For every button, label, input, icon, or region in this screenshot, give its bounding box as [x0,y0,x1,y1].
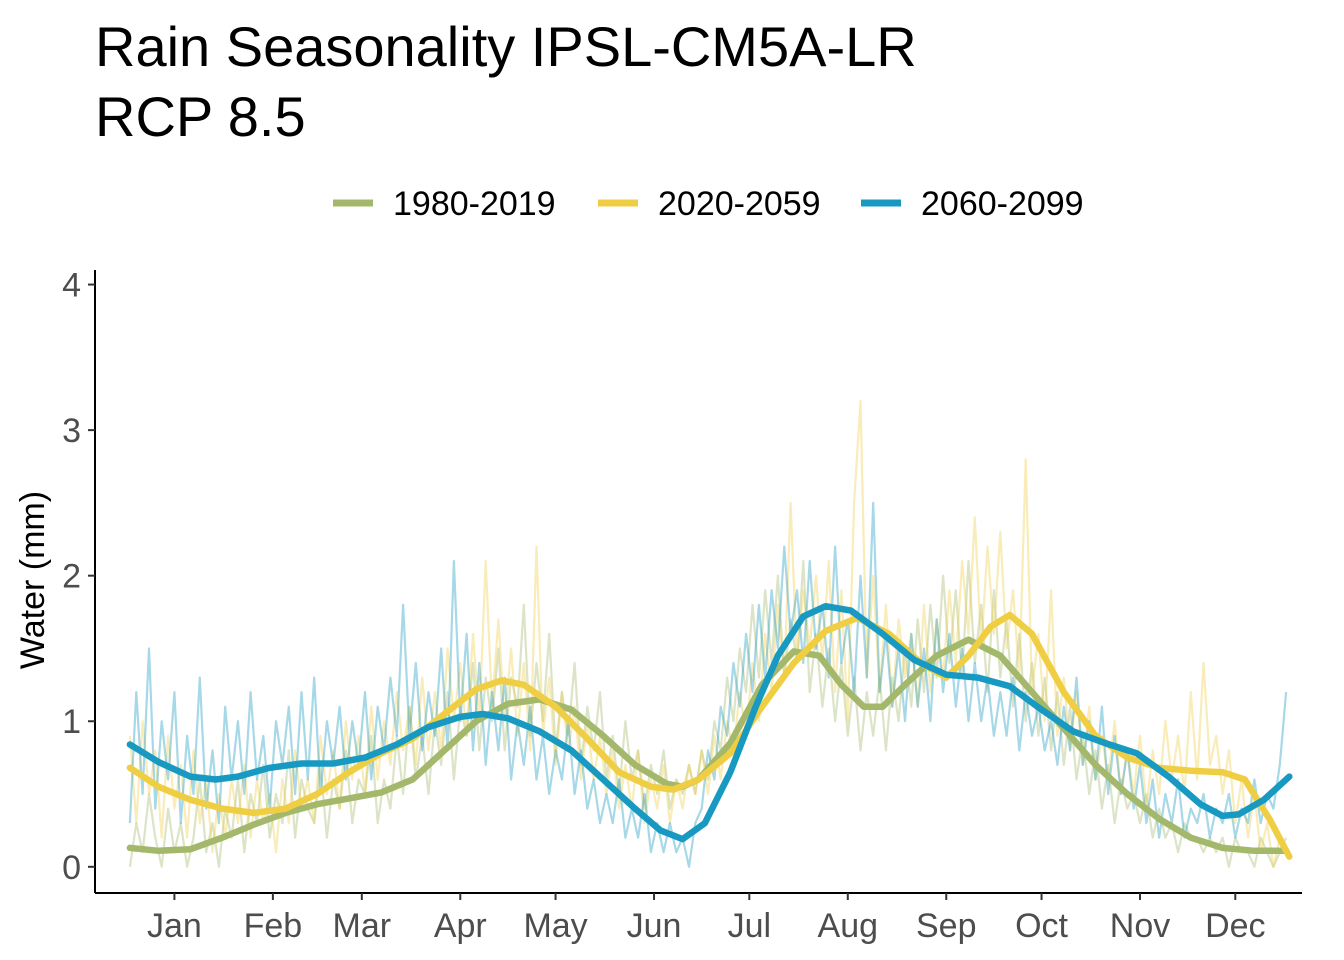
y-tick-label: 4 [62,267,81,305]
x-tick-label-mar: Mar [333,907,392,945]
x-tick-label-jan: Jan [147,907,202,945]
smooth-series-layer [126,602,1293,860]
x-tick-label-may: May [523,907,587,945]
y-tick-label: 0 [62,849,81,887]
x-tick-label-apr: Apr [434,907,487,945]
x-tick-label-aug: Aug [818,907,879,945]
x-tick-label-sep: Sep [916,907,977,945]
smooth-line-1980-2019 [126,636,1290,855]
raw-line-2020-2059 [128,399,1288,868]
x-axis-ticks: Jan Feb Mar Apr May Jun Jul Aug Sep Oct Nov Dec [147,893,1266,945]
legend-label-2020-2059: 2020-2059 [658,185,821,223]
x-tick-label-feb: Feb [244,907,303,945]
x-tick-label-nov: Nov [1110,907,1170,945]
chart-title: Rain Seasonality IPSL-CM5A-LR [95,15,917,78]
chart-subtitle: RCP 8.5 [95,85,306,148]
x-tick-label-jul: Jul [728,907,771,945]
smooth-line-2060-2099 [126,602,1293,843]
legend-label-1980-2019: 1980-2019 [393,185,556,223]
legend: 1980-2019 2020-2059 2060-2099 [333,185,1084,223]
y-tick-label: 2 [62,558,81,596]
y-axis-ticks: 0 1 2 3 4 [62,267,95,887]
legend-label-2060-2099: 2060-2099 [921,185,1084,223]
y-tick-label: 3 [62,412,81,450]
x-tick-label-oct: Oct [1015,907,1068,945]
x-tick-label-jun: Jun [627,907,682,945]
y-axis-title: Water (mm) [14,491,52,669]
y-tick-label: 1 [62,703,81,741]
x-tick-label-dec: Dec [1205,907,1265,945]
